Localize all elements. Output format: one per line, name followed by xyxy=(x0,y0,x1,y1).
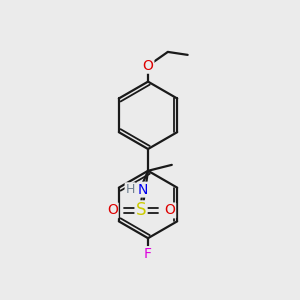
Text: H: H xyxy=(125,183,135,196)
Text: N: N xyxy=(138,183,148,196)
Text: O: O xyxy=(164,203,175,218)
Text: F: F xyxy=(144,247,152,261)
Text: S: S xyxy=(136,201,146,219)
Text: O: O xyxy=(107,203,118,218)
Text: O: O xyxy=(142,59,154,73)
